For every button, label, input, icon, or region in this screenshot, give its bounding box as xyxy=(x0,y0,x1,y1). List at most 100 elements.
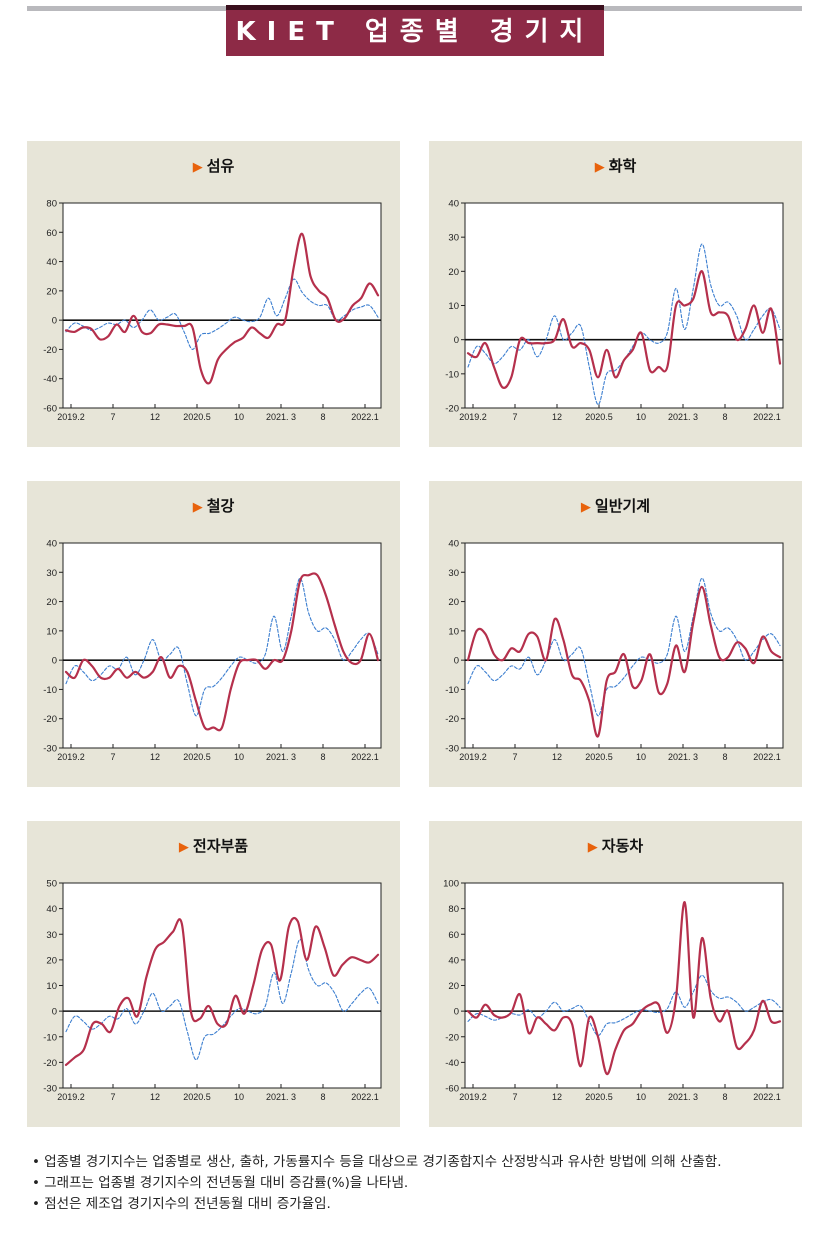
y-tick-label: -10 xyxy=(43,685,57,696)
chart-svg: -30 -20 -10 0 10 20 30 40 2019.2 7 12 2020.5 10 2021.… xyxy=(445,539,784,762)
y-tick-label: 20 xyxy=(448,267,459,278)
chart-title-text: 섬유 xyxy=(206,157,235,175)
y-tick-label: 40 xyxy=(46,904,57,915)
x-tick-label: 7 xyxy=(110,1092,115,1102)
y-tick-label: -30 xyxy=(43,744,57,755)
x-tick-label: 2022.1 xyxy=(753,752,781,762)
plot-area xyxy=(62,202,382,409)
y-tick-label: -20 xyxy=(43,345,57,356)
chart-panel-machinery: ▶ 일반기계 -30 -20 -10 0 10 20 30 40 2019.2 7 12 2020.5 1… xyxy=(429,481,802,787)
x-tick-label: 2021. 3 xyxy=(668,1092,698,1102)
y-tick-label: -20 xyxy=(43,714,57,725)
y-tick-label: 20 xyxy=(46,597,57,608)
x-tick-label: 8 xyxy=(320,412,325,422)
y-tick-label: 80 xyxy=(448,904,459,915)
y-tick-label: -10 xyxy=(445,369,459,380)
triangle-icon: ▶ xyxy=(594,160,605,175)
footnotes: • 업종별 경기지수는 업종별로 생산, 출하, 가동률지수 등을 대상으로 경… xyxy=(32,1152,722,1215)
x-tick-label: 12 xyxy=(552,752,562,762)
chart-title: ▶ 전자부품 xyxy=(27,835,400,856)
x-tick-label: 2022.1 xyxy=(351,412,379,422)
y-tick-label: -20 xyxy=(445,714,459,725)
x-tick-label: 10 xyxy=(636,1092,646,1102)
y-tick-label: 50 xyxy=(46,879,57,890)
page-title: KIET 업종별 경기지수 xyxy=(226,5,604,92)
chart-title-text: 자동차 xyxy=(601,837,644,855)
y-tick-label: 30 xyxy=(448,233,459,244)
x-tick-label: 2022.1 xyxy=(753,412,781,422)
chart-title: ▶ 철강 xyxy=(27,495,400,516)
series-line-manufacturing xyxy=(467,243,781,406)
plot-area xyxy=(62,882,382,1089)
chart-panel-steel: ▶ 철강 -30 -20 -10 0 10 20 30 40 2019.2 7 12 2020.5 10 2… xyxy=(27,481,400,787)
plot-area xyxy=(62,542,382,749)
x-tick-label: 2021. 3 xyxy=(266,1092,296,1102)
x-tick-label: 2021. 3 xyxy=(668,412,698,422)
triangle-icon: ▶ xyxy=(178,840,189,855)
chart-svg: -20 -10 0 10 20 30 40 2019.2 7 12 2020.5 10 2021. 3 8… xyxy=(445,199,784,422)
y-tick-label: -10 xyxy=(445,685,459,696)
y-tick-label: 30 xyxy=(448,568,459,579)
chart-panel-electronics: ▶ 전자부품 -30 -20 -10 0 10 20 30 40 50 2019.2 7 12 2020.… xyxy=(27,821,400,1127)
x-tick-label: 2020.5 xyxy=(183,1092,211,1102)
x-tick-label: 12 xyxy=(552,1092,562,1102)
x-tick-label: 8 xyxy=(722,752,727,762)
plot-area xyxy=(464,542,784,749)
series-line-manufacturing xyxy=(65,278,379,350)
triangle-icon: ▶ xyxy=(580,500,591,515)
chart-title: ▶ 자동차 xyxy=(429,835,802,856)
footnote: • 그래프는 업종별 경기지수의 전년동월 대비 증감률(%)을 나타냄. xyxy=(32,1175,409,1191)
x-tick-label: 12 xyxy=(552,412,562,422)
x-tick-label: 12 xyxy=(150,752,160,762)
y-tick-label: 10 xyxy=(46,981,57,992)
series-line-industry xyxy=(64,916,380,1066)
chart-title: ▶ 일반기계 xyxy=(429,495,802,516)
chart-title: ▶ 화학 xyxy=(429,155,802,176)
y-tick-label: -40 xyxy=(43,374,57,385)
chart-panel-chemical: ▶ 화학 -20 -10 0 10 20 30 40 2019.2 7 12 2020.5 10 2021… xyxy=(429,141,802,447)
x-tick-label: 2022.1 xyxy=(753,1092,781,1102)
x-tick-label: 2022.1 xyxy=(351,1092,379,1102)
y-tick-label: -20 xyxy=(43,1058,57,1069)
x-tick-label: 2021. 3 xyxy=(266,412,296,422)
y-tick-label: 0 xyxy=(52,316,57,327)
y-tick-label: 30 xyxy=(46,930,57,941)
x-tick-label: 2019.2 xyxy=(57,752,85,762)
x-tick-label: 7 xyxy=(512,412,517,422)
chart-title: ▶ 섬유 xyxy=(27,155,400,176)
y-tick-label: 40 xyxy=(46,257,57,268)
plot-area xyxy=(464,882,784,1089)
x-tick-label: 10 xyxy=(234,412,244,422)
series-line-industry xyxy=(466,901,782,1076)
series-line-industry xyxy=(466,270,782,389)
chart-svg: -60 -40 -20 0 20 40 60 80 100 2019.2 7 12 2020.5 10 20… xyxy=(443,879,784,1102)
y-tick-label: -40 xyxy=(445,1058,459,1069)
y-tick-label: 40 xyxy=(448,199,459,210)
x-tick-label: 8 xyxy=(320,752,325,762)
triangle-icon: ▶ xyxy=(587,840,598,855)
y-tick-label: 20 xyxy=(46,286,57,297)
chart-svg: -30 -20 -10 0 10 20 30 40 2019.2 7 12 2020.5 10 2021.… xyxy=(43,539,382,762)
x-tick-label: 2020.5 xyxy=(585,1092,613,1102)
y-tick-label: 40 xyxy=(448,955,459,966)
series-line-industry xyxy=(466,585,782,738)
y-tick-label: -10 xyxy=(43,1032,57,1043)
chart-panel-textile: ▶ 섬유 -60 -40 -20 0 20 40 60 80 2019.2 7 12 2020.5 10 2… xyxy=(27,141,400,447)
y-tick-label: 100 xyxy=(443,879,459,890)
x-tick-label: 2021. 3 xyxy=(266,752,296,762)
y-tick-label: 10 xyxy=(448,626,459,637)
x-tick-label: 7 xyxy=(110,412,115,422)
triangle-icon: ▶ xyxy=(192,160,203,175)
chart-title-text: 전자부품 xyxy=(192,837,249,855)
y-tick-label: -30 xyxy=(445,744,459,755)
x-tick-label: 10 xyxy=(234,752,244,762)
y-tick-label: -20 xyxy=(445,404,459,415)
footnote: • 업종별 경기지수는 업종별로 생산, 출하, 가동률지수 등을 대상으로 경… xyxy=(32,1154,722,1170)
chart-panel-automobile: ▶ 자동차 -60 -40 -20 0 20 40 60 80 100 2019.2 7 12 2020.… xyxy=(429,821,802,1127)
chart-title-text: 일반기계 xyxy=(594,497,651,515)
x-tick-label: 8 xyxy=(722,1092,727,1102)
y-tick-label: 80 xyxy=(46,199,57,210)
y-tick-label: 40 xyxy=(46,539,57,550)
x-tick-label: 8 xyxy=(722,412,727,422)
y-tick-label: 40 xyxy=(448,539,459,550)
